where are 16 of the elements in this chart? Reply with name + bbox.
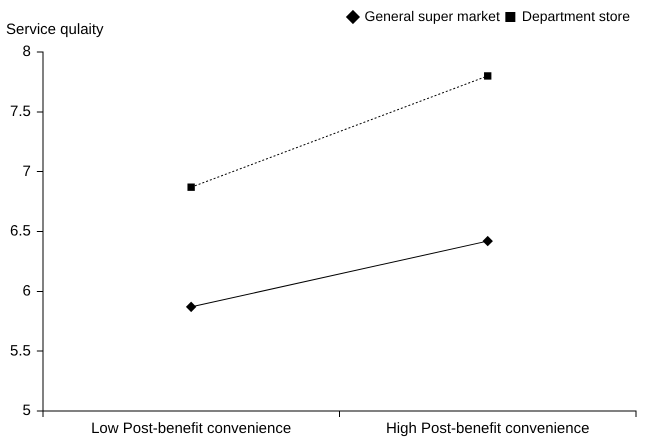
legend-label: General super market (364, 8, 500, 24)
x-tick-label: High Post-benefit convenience (386, 420, 590, 438)
point (484, 72, 492, 80)
point (187, 184, 195, 191)
point (186, 302, 196, 312)
y-axis-title: Service qulaity (6, 21, 104, 38)
y-tick-label: 6.5 (10, 222, 31, 240)
y-tick-label: 8 (22, 43, 31, 60)
y-tick-label: 7 (22, 162, 31, 180)
x-tick-label: Low Post-benefit convenience (91, 420, 292, 438)
point (482, 236, 493, 246)
legend-label: Department store (522, 8, 630, 24)
y-tick-label: 6 (22, 282, 31, 300)
y-tick-label: 5 (22, 402, 31, 420)
y-tick-label: 5.5 (10, 342, 31, 360)
y-tick-label: 7.5 (10, 102, 31, 120)
